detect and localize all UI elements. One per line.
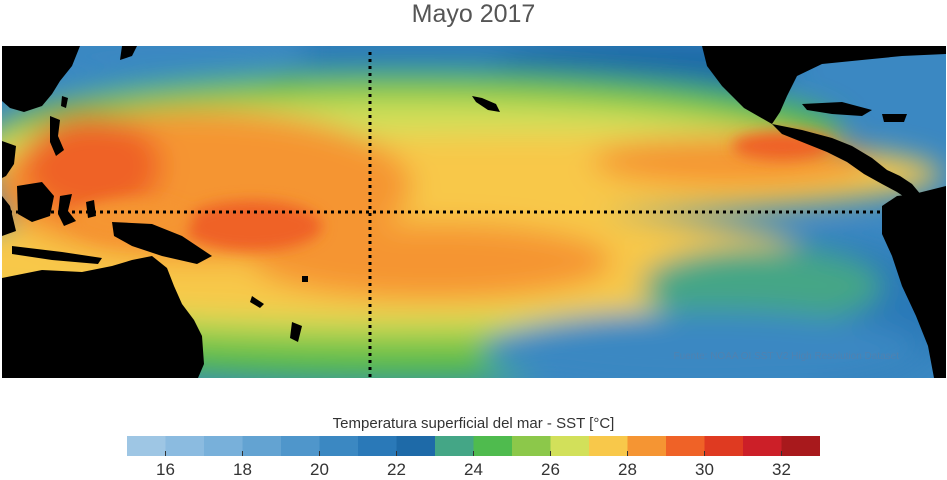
australia-landmass [2,256,204,378]
colorbar-tick-label: 22 [387,460,406,479]
colorbar-tick-label: 20 [310,460,329,479]
colorbar-ticks: 16 18 20 22 24 26 28 30 32 [0,460,947,480]
colorbar-segment [165,436,205,456]
north-america-landmass [702,46,946,124]
colorbar-segment [435,436,474,456]
colorbar-segment [358,436,397,456]
sst-map [2,46,946,378]
colorbar-segment [319,436,359,456]
colorbar-segment [127,436,166,456]
japan-islands [120,46,137,60]
colorbar-segment [204,436,243,456]
colorbar-segment [666,436,705,456]
colorbar-segment [396,436,436,456]
colorbar-segment [743,436,782,456]
colorbar-segment [589,436,628,456]
indochina-landmass [2,141,16,178]
new-zealand-island [290,322,302,342]
colorbar-tick-label: 26 [541,460,560,479]
sumatra-island [2,196,16,236]
map-title: Mayo 2017 [411,0,536,28]
colorbar-segment [512,436,551,456]
colorbar-segment [704,436,744,456]
colorbar-tick-label: 18 [233,460,252,479]
taiwan-island [61,96,68,108]
colorbar-segment [781,436,820,456]
colorbar-title: Temperatura superficial del mar - SST [°… [332,415,615,432]
central-america-landmass [772,124,922,202]
hispaniola-island [882,114,907,122]
south-america-landmass [882,186,946,378]
colorbar-segment [627,436,667,456]
colorbar-segment [550,436,590,456]
colorbar-segment [242,436,282,456]
data-source-credit: Fuente: NOAA OI SST V2 High Resolution D… [673,351,899,362]
sulawesi-island [58,194,76,226]
colorbar-segment [473,436,513,456]
colorbar-tick-label: 32 [772,460,791,479]
asia-landmass [2,46,80,112]
java-island [12,246,102,264]
colorbar-tick-label: 24 [464,460,483,479]
sst-colorbar [127,436,820,456]
fiji-island [302,276,308,282]
new-guinea-island [112,222,212,264]
hawaii-islands [472,96,500,112]
colorbar-tick-label: 16 [156,460,175,479]
land-masses [2,46,946,378]
cuba-island [802,102,872,116]
philippines-island [50,116,64,156]
new-caledonia-island [250,296,264,308]
colorbar-tick-label: 30 [695,460,714,479]
colorbar-segment [281,436,320,456]
colorbar-tick-label: 28 [618,460,637,479]
